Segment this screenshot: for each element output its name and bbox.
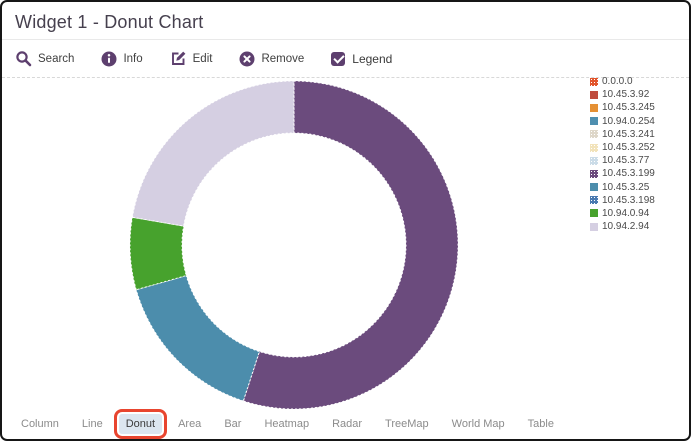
checkbox-checked-icon[interactable] (331, 51, 346, 66)
legend-toggle-label: Legend (352, 51, 393, 66)
tab-heatmap[interactable]: Heatmap (264, 417, 310, 430)
edit-button[interactable]: Edit (170, 50, 213, 67)
search-label: Search (38, 52, 75, 65)
legend-swatch-icon (590, 117, 598, 126)
legend-label: 10.45.3.77 (602, 155, 650, 167)
tab-line[interactable]: Line (81, 417, 103, 430)
info-button[interactable]: Info (101, 51, 143, 67)
toolbar: Search Info Edit (2, 40, 689, 78)
info-circle-icon (101, 51, 117, 67)
donut-chart-container (129, 80, 459, 410)
legend-swatch-icon (590, 196, 598, 205)
tab-radar[interactable]: Radar (332, 417, 363, 430)
chart-type-tabs: Column Line Donut Area Bar Heatmap Radar TreeMa… (2, 408, 689, 439)
search-button[interactable]: Search (15, 50, 74, 67)
chart-area: 0.0.0.0 10.45.3.92 10.45.3.245 10.94.0.254 1… (2, 75, 689, 410)
legend-swatch-icon (590, 183, 598, 192)
tab-treemap[interactable]: TreeMap (385, 417, 429, 430)
legend-item[interactable]: 10.94.0.254 (590, 115, 655, 128)
legend-item[interactable]: 10.45.3.252 (590, 141, 655, 154)
legend-label: 10.45.3.198 (602, 194, 655, 206)
legend-item[interactable]: 10.45.3.198 (590, 194, 655, 207)
remove-label: Remove (261, 52, 305, 65)
legend-item[interactable]: 10.45.3.245 (590, 101, 655, 114)
search-icon (15, 50, 32, 67)
tab-area[interactable]: Area (178, 417, 202, 430)
legend-item[interactable]: 10.45.3.92 (590, 88, 655, 101)
remove-circle-icon (239, 51, 255, 67)
legend-swatch-icon (590, 209, 598, 218)
legend-swatch-icon (590, 143, 598, 152)
legend-list: 0.0.0.0 10.45.3.92 10.45.3.245 10.94.0.254 1… (590, 75, 655, 233)
donut-chart (129, 80, 459, 410)
page-title: Widget 1 - Donut Chart (15, 12, 204, 32)
legend-swatch-icon (590, 156, 598, 165)
donut-segment-10.94.0.94[interactable] (129, 216, 187, 291)
legend-item[interactable]: 10.45.3.25 (590, 181, 655, 194)
legend-label: 10.45.3.25 (602, 181, 650, 193)
info-label: Info (123, 52, 143, 65)
legend-item[interactable]: 10.94.0.94 (590, 207, 655, 220)
legend-item[interactable]: 10.45.3.241 (590, 128, 655, 141)
legend-label: 10.45.3.92 (602, 89, 650, 101)
legend-label: 10.45.3.252 (602, 142, 655, 154)
tab-table[interactable]: Table (527, 417, 554, 430)
legend-label: 10.94.2.94 (602, 221, 650, 233)
legend-swatch-icon (590, 90, 598, 99)
legend-item[interactable]: 10.45.3.199 (590, 167, 655, 180)
remove-button[interactable]: Remove (239, 51, 304, 67)
legend-label: 10.94.0.254 (602, 115, 655, 127)
tab-world-map[interactable]: World Map (451, 417, 505, 430)
legend-item[interactable]: 0.0.0.0 (590, 75, 655, 88)
tab-column[interactable]: Column (21, 417, 59, 430)
donut-segment-10.94.2.94[interactable] (131, 80, 295, 227)
legend-swatch-icon (590, 169, 598, 178)
legend-item[interactable]: 10.45.3.77 (590, 154, 655, 167)
tab-bar[interactable]: Bar (224, 417, 242, 430)
legend-label: 10.94.0.94 (602, 207, 650, 219)
legend-label: 10.45.3.199 (602, 168, 655, 180)
edit-label: Edit (192, 52, 213, 65)
tab-donut[interactable]: Donut (113, 408, 168, 439)
edit-pencil-icon (170, 50, 187, 67)
legend-item[interactable]: 10.94.2.94 (590, 220, 655, 233)
legend-label: 0.0.0.0 (602, 76, 633, 88)
donut-segment-10.45.3.199[interactable] (242, 80, 459, 410)
legend-swatch-icon (590, 77, 598, 86)
title-bar: Widget 1 - Donut Chart (2, 2, 689, 40)
donut-segment-10.45.3.25[interactable] (135, 274, 261, 402)
legend-toggle[interactable]: Legend (331, 51, 393, 66)
legend-swatch-icon (590, 222, 598, 231)
legend-label: 10.45.3.245 (602, 102, 655, 114)
legend-swatch-icon (590, 130, 598, 139)
legend-label: 10.45.3.241 (602, 128, 655, 140)
legend-swatch-icon (590, 103, 598, 112)
